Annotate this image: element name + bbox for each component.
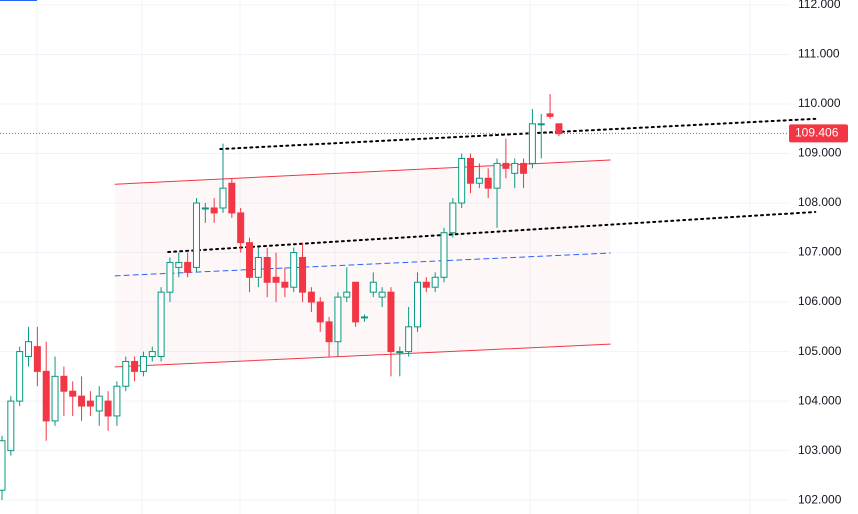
- candle-body: [78, 395, 86, 407]
- y-tick-label: 102.000: [798, 492, 842, 506]
- candle-body: [0, 440, 6, 491]
- candle-body: [555, 123, 563, 135]
- candle-body: [440, 232, 448, 278]
- last-price-box: [789, 124, 848, 143]
- candle-body: [493, 162, 501, 189]
- candle-body: [246, 242, 254, 278]
- candle-body: [254, 256, 262, 278]
- candle-body: [511, 162, 519, 174]
- candle-body: [201, 207, 209, 210]
- candle-body: [281, 281, 289, 288]
- candle-body: [184, 261, 192, 273]
- y-tick-label: 111.000: [798, 47, 840, 61]
- candle-body: [263, 256, 271, 283]
- candle-body: [467, 157, 475, 184]
- candle-body: [325, 321, 333, 343]
- candle-body: [16, 351, 24, 402]
- candle-body: [122, 360, 130, 387]
- candle-body: [113, 385, 121, 417]
- candle-body: [7, 400, 15, 452]
- candle-body: [520, 162, 528, 174]
- candle-body: [484, 177, 492, 189]
- candle-body: [369, 281, 377, 293]
- candle-body: [299, 256, 307, 293]
- candle-body: [475, 177, 483, 184]
- y-tick-label: 109.000: [798, 146, 842, 160]
- candle-body: [290, 252, 298, 288]
- candle-body: [343, 291, 351, 298]
- candle-body: [104, 400, 112, 417]
- candle-body: [307, 291, 315, 303]
- trendline: [167, 210, 817, 254]
- y-tick-label: 110.000: [798, 96, 841, 110]
- candle-body: [237, 212, 245, 244]
- candle-body: [272, 276, 280, 283]
- candle-body: [378, 291, 386, 298]
- candle-body: [219, 187, 227, 209]
- candle-body: [396, 351, 404, 354]
- y-tick-label: 105.000: [798, 344, 842, 358]
- candle-body: [316, 301, 324, 323]
- last-price-label: 109.406: [795, 126, 839, 140]
- y-tick-label: 112.000: [798, 0, 841, 11]
- y-tick-label: 108.000: [798, 195, 842, 209]
- trendline: [114, 343, 611, 368]
- channel-fill: [115, 159, 611, 367]
- candle-body: [546, 113, 554, 117]
- trendline: [114, 252, 611, 277]
- candle-body: [431, 276, 439, 288]
- y-tick-label: 107.000: [798, 245, 842, 259]
- candle-body: [131, 360, 139, 372]
- candle-body: [352, 281, 360, 323]
- candle-body: [502, 162, 510, 169]
- candle-body: [537, 123, 545, 126]
- candle-body: [528, 123, 536, 164]
- candle-body: [422, 281, 430, 288]
- candle-body: [86, 400, 94, 407]
- candle-body: [458, 157, 466, 204]
- candle-body: [387, 291, 395, 353]
- candle-body: [405, 326, 413, 353]
- candle-body: [95, 395, 103, 412]
- candle-body: [175, 261, 183, 268]
- candle-body: [166, 261, 174, 293]
- y-tick-label: 104.000: [798, 393, 842, 407]
- candle-body: [60, 375, 68, 392]
- candle-body: [210, 207, 218, 214]
- candle-body: [33, 346, 41, 372]
- trendline: [114, 159, 611, 185]
- trendline: [219, 117, 817, 151]
- y-tick-label: 103.000: [798, 443, 842, 457]
- candle-body: [360, 316, 368, 319]
- candle-body: [148, 351, 156, 358]
- y-tick-label: 106.000: [798, 294, 842, 308]
- candle-body: [413, 281, 421, 328]
- candle-body: [51, 375, 59, 422]
- candle-body: [228, 182, 236, 214]
- candle-body: [69, 390, 77, 397]
- candle-body: [157, 291, 165, 358]
- candle-body: [42, 370, 50, 422]
- candle-body: [449, 202, 457, 234]
- candle-body: [192, 202, 200, 268]
- candle-body: [25, 341, 33, 358]
- candle-body: [334, 296, 342, 343]
- candle-body: [139, 356, 147, 372]
